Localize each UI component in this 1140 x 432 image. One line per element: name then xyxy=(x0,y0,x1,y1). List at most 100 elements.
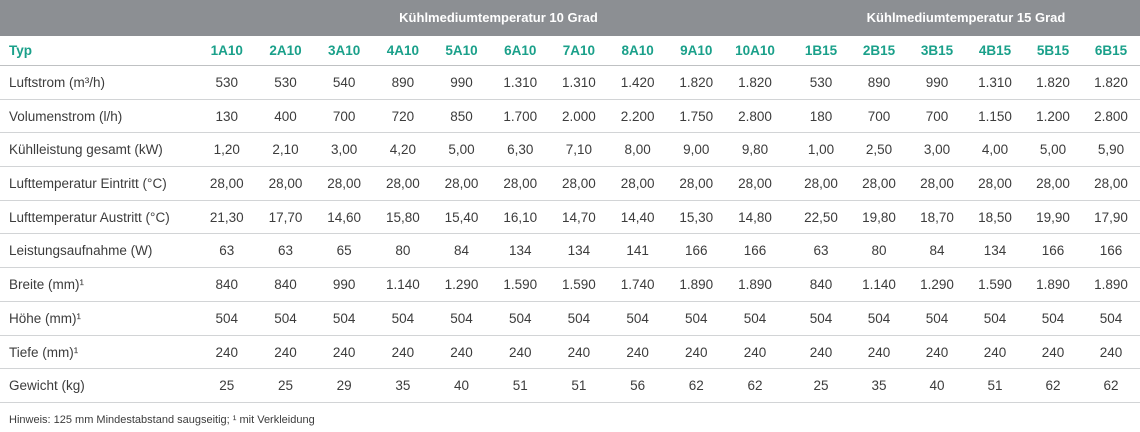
table-cell: 1.740 xyxy=(620,277,655,293)
table-cell: 19,90 xyxy=(1036,209,1070,225)
table-cell: 28,00 xyxy=(679,176,714,192)
table-cell: 28,00 xyxy=(620,176,655,192)
table-cell: 240 xyxy=(215,344,239,360)
table-cell: 1.420 xyxy=(620,75,655,90)
table-cell: 29 xyxy=(336,378,352,394)
table-cell: 18,70 xyxy=(920,209,954,225)
table-cell: 14,70 xyxy=(562,209,596,225)
table-cell: 504 xyxy=(867,310,891,326)
table-cell: 17,90 xyxy=(1094,209,1128,225)
table-cell: 1.750 xyxy=(679,108,714,124)
type-header-row: Typ 1A10 2A10 3A10 4A10 5A10 6A10 7A10 8A10 9A10… xyxy=(0,36,1140,66)
table-cell: 6,30 xyxy=(507,142,534,158)
table-cell: 51 xyxy=(571,378,587,394)
table-cell: 28,00 xyxy=(978,176,1012,192)
table-cell: 28,00 xyxy=(268,176,303,192)
table-cell: 240 xyxy=(332,344,356,360)
table-cell: 51 xyxy=(512,378,528,394)
table-row: Volumenstrom (l/h) 130 400 700 720 850 1.700 2.… xyxy=(0,100,1140,134)
table-cell: 850 xyxy=(450,108,473,124)
table-cell: 21,30 xyxy=(209,209,244,225)
table-cell: 28,00 xyxy=(1036,176,1070,192)
group-header-spacer xyxy=(0,0,205,36)
row-label: Leistungsaufnahme (W) xyxy=(9,243,153,259)
table-cell: 1.590 xyxy=(978,277,1012,293)
table-cell: 35 xyxy=(871,378,887,394)
table-cell: 1.700 xyxy=(503,108,538,124)
table-row: Leistungsaufnahme (W) 63 63 65 80 84 134 134 141… xyxy=(0,234,1140,269)
type-header-cell: 2A10 xyxy=(269,43,302,58)
table-cell: 62 xyxy=(1103,378,1119,394)
table-cell: 9,80 xyxy=(741,142,769,158)
table-cell: 504 xyxy=(809,310,833,326)
table-cell: 62 xyxy=(747,378,763,394)
table-cell: 700 xyxy=(925,108,949,124)
table-cell: 16,10 xyxy=(503,209,538,225)
table-cell: 63 xyxy=(277,243,293,259)
table-cell: 28,00 xyxy=(920,176,954,192)
table-cell: 530 xyxy=(215,75,239,90)
table-cell: 2.000 xyxy=(562,108,596,124)
table-cell: 1.890 xyxy=(1036,277,1070,293)
table-cell: 5,00 xyxy=(1039,142,1067,158)
table-cell: 1.310 xyxy=(978,75,1012,90)
table-cell: 9,00 xyxy=(683,142,710,158)
table-row: Lufttemperatur Eintritt (°C) 28,00 28,00 28… xyxy=(0,167,1140,201)
table-cell: 51 xyxy=(987,378,1003,394)
table-cell: 720 xyxy=(391,108,415,124)
table-cell: 240 xyxy=(508,344,532,360)
table-cell: 1.820 xyxy=(1036,75,1070,90)
type-header-cell: 7A10 xyxy=(562,43,596,58)
table-cell: 166 xyxy=(685,243,708,259)
table-cell: 63 xyxy=(219,243,235,259)
table-row: Luftstrom (m³/h) 530 530 540 890 990 1.310 1.31… xyxy=(0,66,1140,100)
type-header-cell: 4B15 xyxy=(978,43,1012,58)
table-cell: 5,90 xyxy=(1097,142,1125,158)
group-header-row: Kühlmediumtemperatur 10 Grad Kühlmediumt… xyxy=(0,0,1140,36)
type-header-cell: 9A10 xyxy=(680,43,713,58)
table-cell: 14,60 xyxy=(327,209,362,225)
table-cell: 28,00 xyxy=(503,176,538,192)
table-cell: 504 xyxy=(983,310,1007,326)
table-cell: 540 xyxy=(332,75,356,90)
row-label: Lufttemperatur Eintritt (°C) xyxy=(9,176,167,192)
table-cell: 840 xyxy=(809,277,833,293)
table-cell: 3,00 xyxy=(923,142,951,158)
table-cell: 240 xyxy=(809,344,833,360)
row-label: Breite (mm)¹ xyxy=(9,277,84,293)
table-cell: 15,40 xyxy=(444,209,479,225)
table-cell: 28,00 xyxy=(209,176,244,192)
table-cell: 28,00 xyxy=(862,176,896,192)
table-cell: 240 xyxy=(274,344,297,360)
table-cell: 1.310 xyxy=(562,75,596,90)
table-cell: 28,00 xyxy=(562,176,596,192)
table-cell: 1.200 xyxy=(1036,108,1070,124)
table-cell: 1.890 xyxy=(679,277,714,293)
table-row: Höhe (mm)¹ 504 504 504 504 504 504 504 504 504 504… xyxy=(0,302,1140,336)
table-cell: 504 xyxy=(685,310,708,326)
table-cell: 1.150 xyxy=(978,108,1012,124)
table-row: Kühlleistung gesamt (kW) 1,20 2,10 3,00 4,20… xyxy=(0,133,1140,168)
table-cell: 35 xyxy=(395,378,411,394)
table-cell: 504 xyxy=(567,310,591,326)
table-cell: 240 xyxy=(685,344,708,360)
table-cell: 134 xyxy=(983,243,1007,259)
table-cell: 2.800 xyxy=(1094,108,1128,124)
type-header-label: Typ xyxy=(9,43,32,58)
table-cell: 504 xyxy=(1099,310,1123,326)
table-cell: 2.800 xyxy=(738,108,772,124)
type-header-cell: 10A10 xyxy=(735,43,775,58)
table-cell: 504 xyxy=(626,310,649,326)
table-body: Luftstrom (m³/h) 530 530 540 890 990 1.310 1.31… xyxy=(0,66,1140,403)
table-cell: 130 xyxy=(215,108,239,124)
table-cell: 25 xyxy=(813,378,829,394)
row-label: Luftstrom (m³/h) xyxy=(9,75,106,90)
table-cell: 5,00 xyxy=(448,142,475,158)
group-label-15-grad: Kühlmediumtemperatur 15 Grad xyxy=(866,10,1066,25)
table-cell: 240 xyxy=(626,344,649,360)
type-header-cell: 3A10 xyxy=(328,43,361,58)
table-cell: 1.820 xyxy=(679,75,714,90)
table-cell: 1.140 xyxy=(862,277,896,293)
table-cell: 240 xyxy=(1041,344,1065,360)
type-header-cells-10: 1A10 2A10 3A10 4A10 5A10 6A10 7A10 8A10 9A10 10A1… xyxy=(197,36,784,65)
